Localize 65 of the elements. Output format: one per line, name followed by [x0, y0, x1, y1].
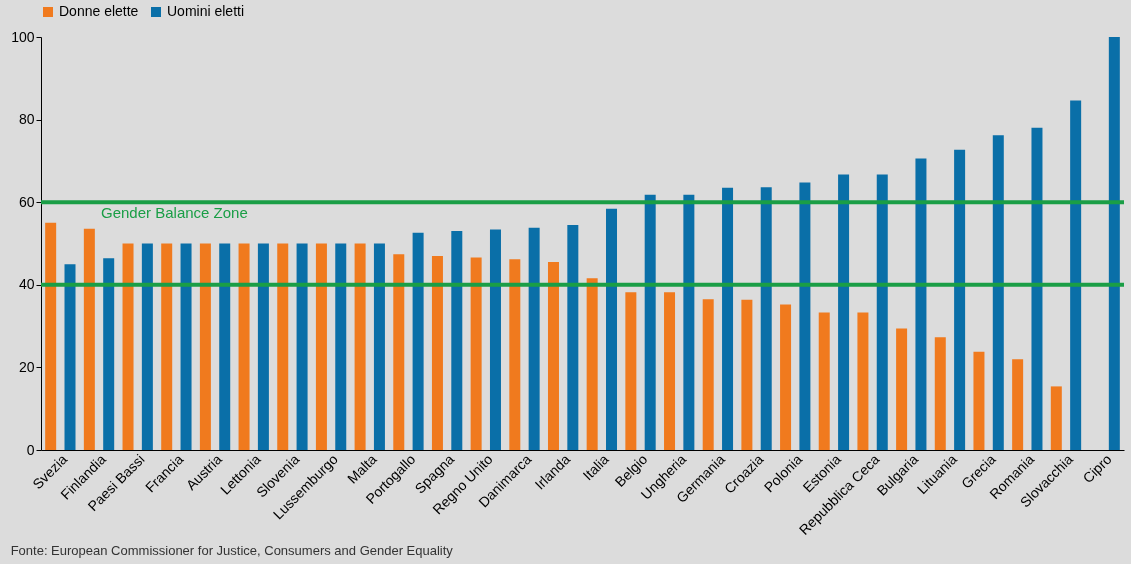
- bar: [992, 135, 1004, 450]
- bar: [412, 232, 424, 450]
- bar: [1070, 100, 1082, 450]
- ref-line-label: Gender Balance Zone: [101, 204, 248, 222]
- bar: [451, 231, 463, 450]
- bar: [161, 243, 173, 450]
- bar: [315, 243, 327, 450]
- bar: [1108, 37, 1120, 450]
- bar: [64, 264, 76, 450]
- bar: [180, 243, 192, 450]
- bar: [547, 262, 559, 450]
- bar: [702, 299, 714, 450]
- y-tick-label: 60: [18, 193, 35, 210]
- bar: [1031, 127, 1043, 450]
- bar: [722, 187, 734, 450]
- bar: [857, 312, 869, 450]
- bar: [45, 222, 57, 450]
- bar: [838, 174, 850, 450]
- legend-label: Uomini eletti: [167, 3, 245, 19]
- bar: [103, 258, 115, 450]
- bar: [973, 351, 985, 450]
- bar: [896, 328, 908, 450]
- legend-label: Donne elette: [59, 3, 139, 19]
- bar: [934, 337, 946, 450]
- bar: [489, 229, 501, 450]
- bar: [567, 224, 579, 450]
- bar: [335, 243, 347, 450]
- bar: [509, 259, 521, 450]
- bar: [625, 292, 637, 450]
- bar: [199, 243, 211, 450]
- bar: [780, 304, 792, 450]
- bar: [799, 182, 811, 450]
- y-tick-label: 0: [26, 441, 35, 458]
- bar: [644, 194, 656, 450]
- bar: [431, 255, 443, 450]
- bar: [238, 243, 250, 450]
- bar: [470, 257, 482, 450]
- bar: [83, 228, 95, 450]
- bar: [528, 227, 540, 450]
- bar: [760, 187, 772, 450]
- y-tick-label: 80: [18, 111, 35, 128]
- bar: [818, 312, 830, 450]
- bar: [257, 243, 269, 450]
- y-tick-label: 40: [18, 276, 35, 293]
- bar: [586, 278, 598, 450]
- y-tick-label: 100: [11, 28, 35, 45]
- source-note: Fonte: European Commissioner for Justice, Consumers and Gender Equality: [10, 543, 454, 559]
- bar: [373, 243, 385, 450]
- bar: [664, 292, 676, 450]
- bar: [876, 174, 888, 450]
- bar: [393, 254, 405, 450]
- bar: [683, 194, 695, 450]
- y-tick-label: 20: [18, 358, 35, 375]
- bar: [954, 149, 966, 450]
- bar: [915, 158, 927, 450]
- bar: [122, 243, 134, 450]
- bar: [277, 243, 289, 450]
- bar: [1012, 359, 1024, 450]
- bar: [141, 243, 153, 450]
- bar: [1050, 386, 1062, 450]
- bar: [741, 299, 753, 450]
- bar: [606, 208, 618, 450]
- bar: [354, 243, 366, 450]
- bar: [296, 243, 308, 450]
- bar: [219, 243, 231, 450]
